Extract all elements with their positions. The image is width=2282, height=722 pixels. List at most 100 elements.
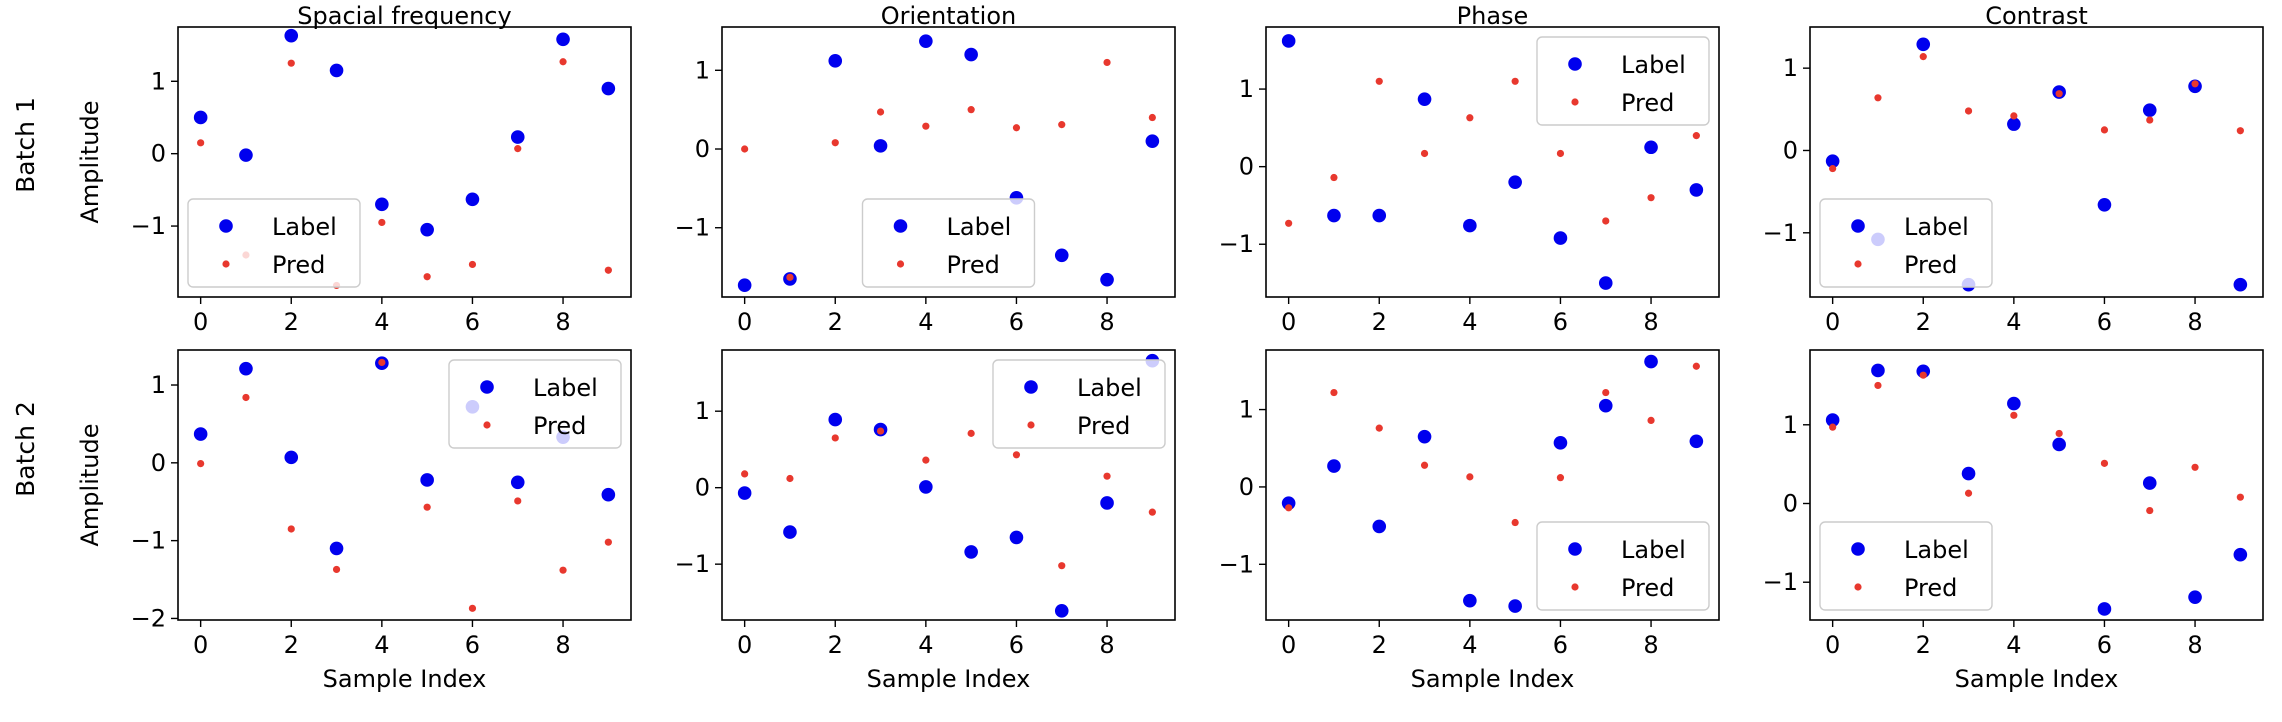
label-point [1327, 208, 1341, 223]
pred-point [2010, 112, 2018, 120]
pred-point [1330, 388, 1338, 397]
x-axis-label: Sample Index [1955, 665, 2119, 693]
label-point [1372, 208, 1387, 223]
x-tick-label: 0 [737, 308, 752, 336]
label-point [1417, 92, 1432, 106]
subplot-r2-c2: 0 2 4 6 8 −1 0 1 Sample Index Label Pred [675, 349, 1176, 693]
legend-frame [187, 198, 361, 288]
pred-point [287, 525, 295, 533]
pred-point [922, 456, 930, 464]
x-axis-label: Sample Index [323, 665, 487, 693]
x-tick-label: 8 [1099, 308, 1114, 336]
label-point [193, 427, 208, 441]
label-point [1327, 459, 1341, 473]
label-point [1598, 398, 1613, 413]
label-point [2142, 103, 2157, 117]
y-tick-label: 1 [695, 397, 710, 425]
pred-point [559, 58, 567, 66]
legend: Label Pred [861, 198, 1036, 288]
axes-frame [177, 26, 632, 298]
y-tick-label: 1 [151, 67, 166, 95]
label-point [2233, 547, 2248, 562]
pred-point [1285, 219, 1293, 227]
pred-point [967, 106, 975, 114]
label-point [1054, 604, 1069, 618]
pred-point [1874, 94, 1882, 102]
pred-point [197, 460, 205, 468]
pred-point [604, 266, 612, 274]
x-tick-label: 2 [828, 631, 843, 659]
legend-pred-text: Pred [533, 412, 586, 440]
pred-point [2236, 493, 2244, 501]
label-point [1644, 140, 1658, 155]
y-axis-label: Amplitude [76, 424, 104, 547]
pred-point [2236, 127, 2244, 135]
x-axis-label: Sample Index [867, 665, 1031, 693]
x-tick-label: 0 [1281, 631, 1296, 659]
pred-point [2146, 116, 2154, 124]
y-tick-label: −1 [1763, 568, 1798, 596]
legend-pred-marker [222, 260, 230, 268]
pred-point [741, 145, 749, 153]
legend-label-marker [480, 380, 494, 394]
x-tick-label: 8 [1099, 631, 1114, 659]
pred-point [1103, 472, 1111, 480]
x-tick-label: 4 [374, 631, 389, 659]
pred-point [1375, 424, 1383, 432]
label-point [1644, 354, 1658, 369]
x-tick-label: 4 [918, 631, 933, 659]
legend-frame [861, 198, 1036, 288]
pred-point [967, 429, 975, 437]
y-tick-label: 1 [695, 56, 710, 84]
y-tick-label: 1 [1239, 396, 1254, 424]
subplot-r2-c1: 0 2 4 6 8 −2 −1 0 1 Amplitude Sample Index Label Pre… [76, 349, 632, 693]
label-point [420, 222, 434, 237]
legend-frame [992, 359, 1166, 449]
row-label-batch-1: Batch 1 [11, 97, 40, 193]
x-tick-label: 6 [1553, 631, 1568, 659]
pred-point [378, 218, 386, 227]
pred-point [514, 145, 522, 153]
label-point [919, 480, 933, 494]
label-point [2142, 476, 2157, 490]
x-tick-label: 2 [828, 308, 843, 336]
legend-pred-text: Pred [1621, 89, 1674, 117]
x-tick-label: 4 [2006, 631, 2021, 659]
pred-point [2010, 411, 2018, 419]
label-point [1009, 530, 1024, 545]
pred-point [1330, 173, 1338, 182]
label-point [2052, 437, 2066, 452]
pred-point [423, 503, 431, 511]
x-tick-label: 4 [1462, 631, 1477, 659]
axes-frame [177, 349, 632, 621]
label-point [1825, 154, 1840, 168]
label-point [1508, 175, 1522, 189]
pred-point [1012, 124, 1021, 132]
pred-point [1919, 53, 1927, 61]
label-point [2007, 396, 2021, 411]
label-point [2233, 277, 2248, 292]
pred-point [1511, 77, 1519, 85]
pred-point [2055, 429, 2063, 438]
pred-point [1148, 508, 1156, 516]
label-point [828, 412, 843, 427]
axes-frame [721, 26, 1176, 298]
y-tick-label: 0 [1239, 473, 1254, 501]
label-point [1463, 218, 1477, 233]
label-point [601, 81, 616, 96]
x-tick-label: 6 [1009, 308, 1024, 336]
pred-point [1692, 132, 1700, 140]
legend-label-text: Label [1621, 51, 1686, 79]
x-tick-label: 6 [1553, 308, 1568, 336]
pred-point [1602, 217, 1610, 225]
legend-pred-marker [1854, 260, 1862, 268]
label-point [1825, 413, 1840, 427]
label-point [375, 197, 389, 212]
pred-point [2146, 506, 2154, 515]
pred-point [287, 59, 295, 67]
x-tick-label: 4 [1462, 308, 1477, 336]
label-point [1281, 496, 1296, 510]
subplot-r1-c4: Contrast 0 2 4 6 8 −1 0 1 Label Pred [1763, 2, 2264, 336]
pred-point [2055, 90, 2063, 98]
